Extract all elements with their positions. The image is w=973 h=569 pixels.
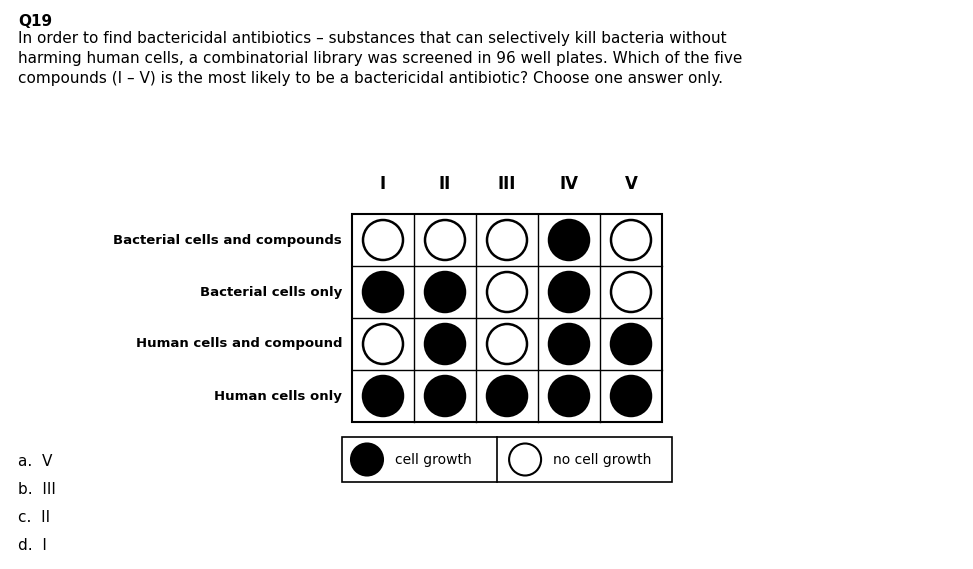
Circle shape — [425, 376, 465, 416]
Text: IV: IV — [559, 175, 579, 193]
Circle shape — [549, 220, 589, 260]
Circle shape — [487, 324, 527, 364]
Circle shape — [363, 324, 403, 364]
Text: cell growth: cell growth — [395, 452, 472, 467]
Circle shape — [363, 220, 403, 260]
Circle shape — [509, 443, 541, 476]
Text: Human cells and compound: Human cells and compound — [135, 337, 342, 351]
Circle shape — [487, 376, 527, 416]
Text: Human cells only: Human cells only — [214, 390, 342, 402]
Text: Bacterial cells only: Bacterial cells only — [199, 286, 342, 299]
Circle shape — [351, 443, 383, 476]
Text: V: V — [625, 175, 637, 193]
Circle shape — [425, 324, 465, 364]
Text: a.  V: a. V — [18, 454, 53, 469]
Circle shape — [611, 220, 651, 260]
Circle shape — [487, 220, 527, 260]
Text: no cell growth: no cell growth — [553, 452, 652, 467]
Text: Bacterial cells and compounds: Bacterial cells and compounds — [113, 233, 342, 246]
Text: d.  I: d. I — [18, 538, 47, 553]
Circle shape — [611, 376, 651, 416]
Circle shape — [549, 376, 589, 416]
Circle shape — [549, 324, 589, 364]
Circle shape — [611, 324, 651, 364]
Circle shape — [425, 272, 465, 312]
Text: I: I — [379, 175, 386, 193]
Text: In order to find bactericidal antibiotics – substances that can selectively kill: In order to find bactericidal antibiotic… — [18, 31, 742, 85]
Circle shape — [487, 272, 527, 312]
Text: III: III — [498, 175, 517, 193]
Circle shape — [363, 376, 403, 416]
Text: Q19: Q19 — [18, 14, 53, 29]
Circle shape — [549, 272, 589, 312]
Text: c.  II: c. II — [18, 510, 51, 525]
Circle shape — [425, 220, 465, 260]
Circle shape — [611, 272, 651, 312]
Circle shape — [363, 272, 403, 312]
Text: II: II — [439, 175, 451, 193]
Text: b.  III: b. III — [18, 482, 55, 497]
